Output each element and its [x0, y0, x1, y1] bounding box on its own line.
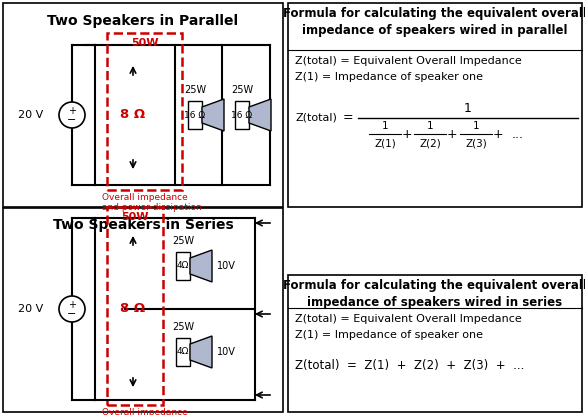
Bar: [235, 101, 249, 129]
Bar: [288, 3, 582, 207]
Text: 50W: 50W: [121, 212, 149, 222]
Text: Z(1) = Impedance of speaker one: Z(1) = Impedance of speaker one: [295, 72, 483, 82]
Bar: [176, 338, 190, 366]
Text: +: +: [68, 106, 76, 116]
Bar: [3, 208, 283, 412]
Text: Z(total) = Equivalent Overall Impedance: Z(total) = Equivalent Overall Impedance: [295, 314, 522, 324]
Text: Formula for calculating the equivalent overall
impedance of speakers wired in se: Formula for calculating the equivalent o…: [283, 279, 585, 309]
Text: 10V: 10V: [217, 347, 236, 357]
Circle shape: [59, 102, 85, 128]
Text: 1: 1: [381, 121, 388, 131]
Text: 4Ω: 4Ω: [177, 347, 189, 356]
Text: =: =: [343, 112, 353, 124]
Text: Two Speakers in Parallel: Two Speakers in Parallel: [47, 14, 239, 28]
Text: ...: ...: [512, 127, 524, 141]
Text: 4Ω: 4Ω: [177, 261, 189, 271]
Polygon shape: [202, 99, 224, 131]
Text: 25W: 25W: [184, 85, 206, 95]
Circle shape: [59, 296, 85, 322]
Text: 25W: 25W: [172, 236, 194, 246]
Text: Z(total)  =  Z(1)  +  Z(2)  +  Z(3)  +  ...: Z(total) = Z(1) + Z(2) + Z(3) + ...: [295, 359, 524, 371]
Text: +: +: [493, 127, 503, 141]
Text: 8 Ω: 8 Ω: [121, 303, 146, 315]
Text: Z(2): Z(2): [419, 139, 441, 149]
Text: Formula for calculating the equivalent overall
impedance of speakers wired in pa: Formula for calculating the equivalent o…: [283, 7, 585, 37]
Text: +: +: [447, 127, 457, 141]
Text: Overall impedance
and power dissipation: Overall impedance and power dissipation: [102, 193, 202, 212]
Polygon shape: [190, 336, 212, 368]
Text: Two Speakers in Series: Two Speakers in Series: [53, 218, 233, 232]
Text: +: +: [68, 300, 76, 310]
Polygon shape: [190, 250, 212, 282]
Text: 20 V: 20 V: [18, 110, 43, 120]
Text: 25W: 25W: [172, 322, 194, 332]
Text: Z(total) = Equivalent Overall Impedance: Z(total) = Equivalent Overall Impedance: [295, 56, 522, 66]
Text: 1: 1: [426, 121, 433, 131]
Text: +: +: [402, 127, 412, 141]
Text: −: −: [67, 115, 77, 125]
Text: Z(1) = Impedance of speaker one: Z(1) = Impedance of speaker one: [295, 330, 483, 340]
Text: 1: 1: [464, 102, 472, 115]
Bar: [3, 3, 283, 207]
Text: 1: 1: [473, 121, 479, 131]
Bar: [107, 33, 182, 190]
Text: −: −: [67, 309, 77, 319]
Bar: [107, 207, 163, 405]
Text: Z(total): Z(total): [295, 113, 337, 123]
Text: 16 Ω: 16 Ω: [184, 110, 205, 120]
Bar: [176, 252, 190, 280]
Text: Overall impedance
and power dissipation: Overall impedance and power dissipation: [102, 408, 202, 415]
Text: 25W: 25W: [231, 85, 253, 95]
Text: 10V: 10V: [217, 261, 236, 271]
Text: 8 Ω: 8 Ω: [121, 108, 146, 122]
Text: 20 V: 20 V: [18, 304, 43, 314]
Polygon shape: [249, 99, 271, 131]
Bar: [288, 275, 582, 412]
Text: Z(1): Z(1): [374, 139, 396, 149]
Text: 50W: 50W: [131, 38, 159, 48]
Text: 16 Ω: 16 Ω: [232, 110, 253, 120]
Text: Z(3): Z(3): [465, 139, 487, 149]
Bar: [188, 101, 202, 129]
